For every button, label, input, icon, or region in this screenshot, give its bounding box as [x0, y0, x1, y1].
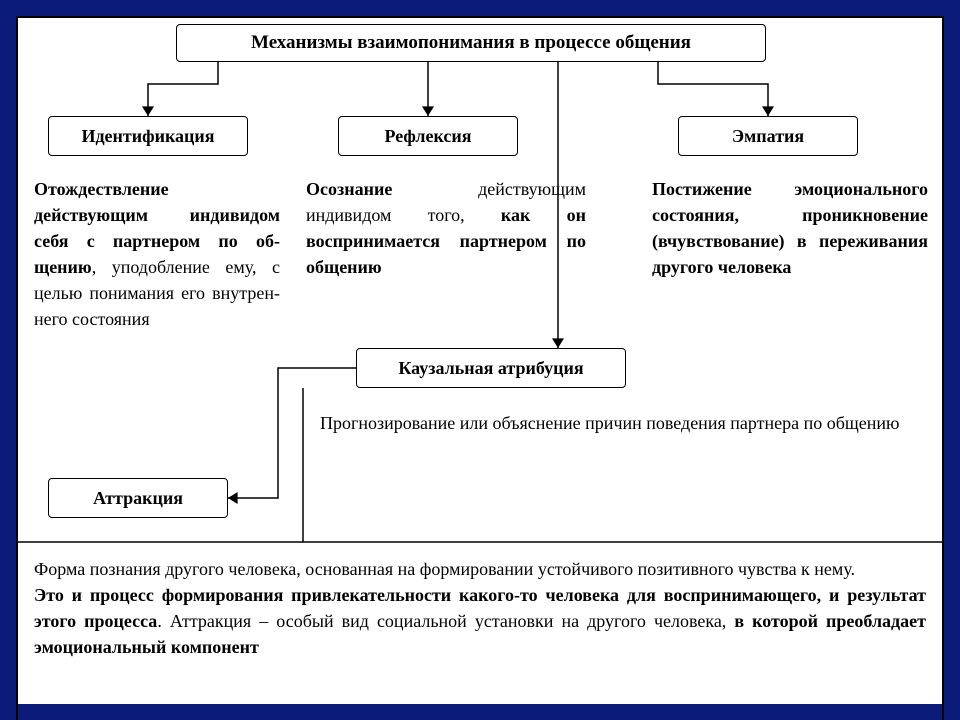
node-attract: Аттракция [48, 478, 228, 518]
desc-empathy: Постижение эмоцио­нального состояния, пр… [652, 176, 928, 280]
node-reflex: Рефлексия [338, 116, 518, 156]
diagram-canvas: Механизмы взаимопонимания в процессе общ… [18, 18, 942, 704]
node-causal-label: Каузальная атрибуция [398, 358, 583, 379]
node-ident-label: Идентификация [81, 126, 214, 147]
node-causal: Каузальная атрибуция [356, 348, 626, 388]
desc-causal: Прогнозирование или объяснение причин по… [320, 410, 920, 436]
node-empathy-label: Эмпатия [732, 126, 804, 147]
node-empathy: Эмпатия [678, 116, 858, 156]
node-root: Механизмы взаимопонимания в процессе общ… [176, 24, 766, 62]
desc-attract: Форма познания другого человека, основан… [34, 556, 926, 660]
desc-reflex: Осознание действую­щим индивидом того, к… [306, 176, 586, 280]
node-attract-label: Аттракция [93, 488, 183, 509]
node-root-label: Механизмы взаимопонимания в процессе общ… [251, 32, 691, 54]
node-reflex-label: Рефлексия [384, 126, 471, 147]
node-ident: Идентификация [48, 116, 248, 156]
desc-ident: Отождествление действующим ин­дивидом се… [34, 176, 280, 333]
